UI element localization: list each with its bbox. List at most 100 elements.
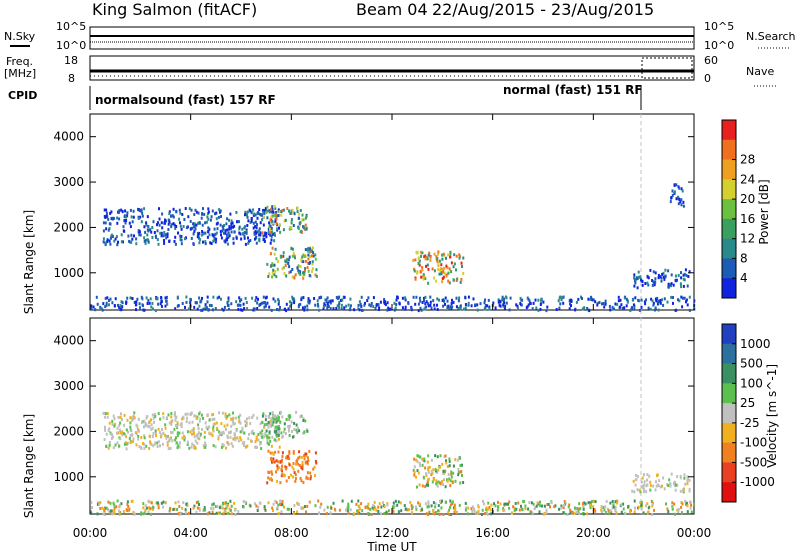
data-cell-power-6: [302, 296, 305, 300]
data-cell-velocity-5: [224, 510, 227, 514]
data-cell-power-6: [245, 301, 248, 304]
data-cell-velocity-2: [280, 460, 283, 464]
data-cell-velocity-0: [225, 446, 228, 450]
data-cell-velocity-0: [156, 445, 159, 448]
data-cell-power-6: [531, 307, 534, 311]
data-cell-velocity-2: [297, 456, 300, 460]
data-cell-power-6: [129, 296, 132, 300]
data-cell-power-0: [270, 226, 273, 230]
data-cell-velocity-5: [226, 504, 229, 507]
data-cell-power-0: [166, 235, 169, 239]
cpid-label: CPID: [8, 89, 37, 102]
data-cell-velocity-5: [179, 512, 182, 516]
data-cell-power-2: [306, 248, 309, 251]
data-cell-power-6: [617, 295, 620, 299]
data-cell-power-6: [562, 301, 565, 305]
data-cell-power-6: [483, 301, 486, 305]
data-cell-velocity-1: [275, 420, 278, 424]
data-cell-velocity-4: [687, 477, 689, 480]
data-cell-power-6: [349, 297, 352, 301]
data-cell-power-0: [104, 221, 107, 225]
data-cell-power-2: [314, 257, 317, 261]
data-cell-power-6: [297, 305, 300, 309]
data-cell-power-4: [646, 275, 649, 279]
data-cell-velocity-5: [448, 513, 451, 516]
data-cell-power-6: [118, 306, 121, 309]
data-cell-velocity-5: [172, 508, 175, 511]
data-cell-power-6: [332, 307, 335, 311]
data-cell-power-6: [688, 295, 691, 299]
data-cell-power-4: [683, 278, 686, 282]
data-cell-velocity-5: [569, 508, 572, 512]
data-cell-velocity-2: [274, 450, 277, 454]
data-cell-power-0: [230, 225, 233, 229]
data-cell-velocity-5: [592, 499, 595, 503]
data-cell-velocity-5: [524, 504, 527, 508]
data-cell-velocity-5: [355, 502, 358, 506]
data-cell-power-0: [188, 207, 191, 211]
data-cell-velocity-0: [217, 437, 220, 441]
data-cell-power-0: [189, 219, 192, 223]
data-cell-velocity-5: [90, 510, 93, 514]
data-cell-power-0: [250, 219, 253, 223]
data-cell-power-0: [202, 232, 205, 236]
data-cell-velocity-4: [631, 489, 634, 493]
data-cell-power-2: [292, 275, 295, 279]
data-cell-velocity-2: [288, 450, 291, 454]
data-cell-power-0: [125, 215, 128, 219]
data-cell-power-4: [672, 283, 675, 287]
data-cell-power-6: [190, 298, 192, 302]
data-cell-velocity-5: [419, 508, 422, 512]
data-cell-power-0: [170, 225, 173, 229]
data-cell-velocity-3: [457, 473, 460, 477]
data-cell-power-5: [673, 191, 676, 195]
data-cell-velocity-0: [132, 415, 135, 419]
data-cell-power-1: [304, 216, 307, 220]
data-cell-velocity-5: [637, 505, 640, 509]
data-cell-velocity-5: [233, 501, 236, 505]
data-cell-velocity-5: [330, 506, 333, 510]
data-cell-velocity-5: [533, 507, 536, 511]
data-cell-velocity-0: [240, 438, 243, 442]
data-cell-velocity-5: [449, 513, 452, 516]
data-cell-power-0: [192, 243, 195, 246]
data-cell-velocity-0: [260, 447, 263, 450]
data-cell-velocity-0: [229, 435, 232, 439]
data-cell-velocity-5: [620, 503, 623, 507]
data-cell-velocity-4: [655, 480, 657, 484]
data-cell-velocity-0: [197, 431, 200, 435]
data-cell-power-6: [258, 303, 261, 307]
data-cell-velocity-0: [269, 419, 272, 423]
data-cell-power-1: [283, 219, 286, 223]
data-cell-power-0: [249, 239, 252, 242]
data-cell-velocity-2: [280, 466, 283, 470]
data-cell-velocity-5: [531, 512, 534, 516]
data-cell-velocity-0: [160, 433, 163, 437]
data-cell-power-6: [570, 298, 573, 302]
data-cell-velocity-0: [159, 417, 162, 421]
data-cell-velocity-2: [312, 467, 315, 471]
data-cell-power-6: [457, 306, 460, 310]
data-cell-velocity-0: [168, 437, 171, 441]
data-cell-velocity-0: [180, 422, 183, 426]
colorbar-tick-label: 500: [740, 357, 763, 371]
data-cell-power-6: [425, 305, 427, 309]
data-cell-velocity-0: [264, 414, 267, 418]
data-cell-velocity-2: [272, 452, 275, 456]
data-cell-power-4: [670, 282, 673, 286]
data-cell-power-1: [268, 225, 271, 229]
data-cell-velocity-5: [608, 512, 611, 516]
data-cell-power-0: [122, 240, 124, 244]
data-cell-velocity-0: [218, 430, 221, 434]
data-cell-velocity-0: [246, 444, 249, 448]
data-cell-velocity-0: [239, 421, 242, 425]
data-cell-velocity-5: [485, 508, 488, 512]
velocity-panel-frame: [89, 317, 695, 515]
data-cell-velocity-5: [142, 512, 145, 516]
colorbar-tick-label: 24: [740, 172, 755, 186]
data-cell-power-2: [303, 272, 306, 276]
data-cell-velocity-4: [649, 484, 652, 488]
data-cell-power-6: [577, 297, 580, 301]
data-cell-velocity-5: [454, 506, 457, 510]
data-cell-velocity-0: [175, 436, 177, 440]
